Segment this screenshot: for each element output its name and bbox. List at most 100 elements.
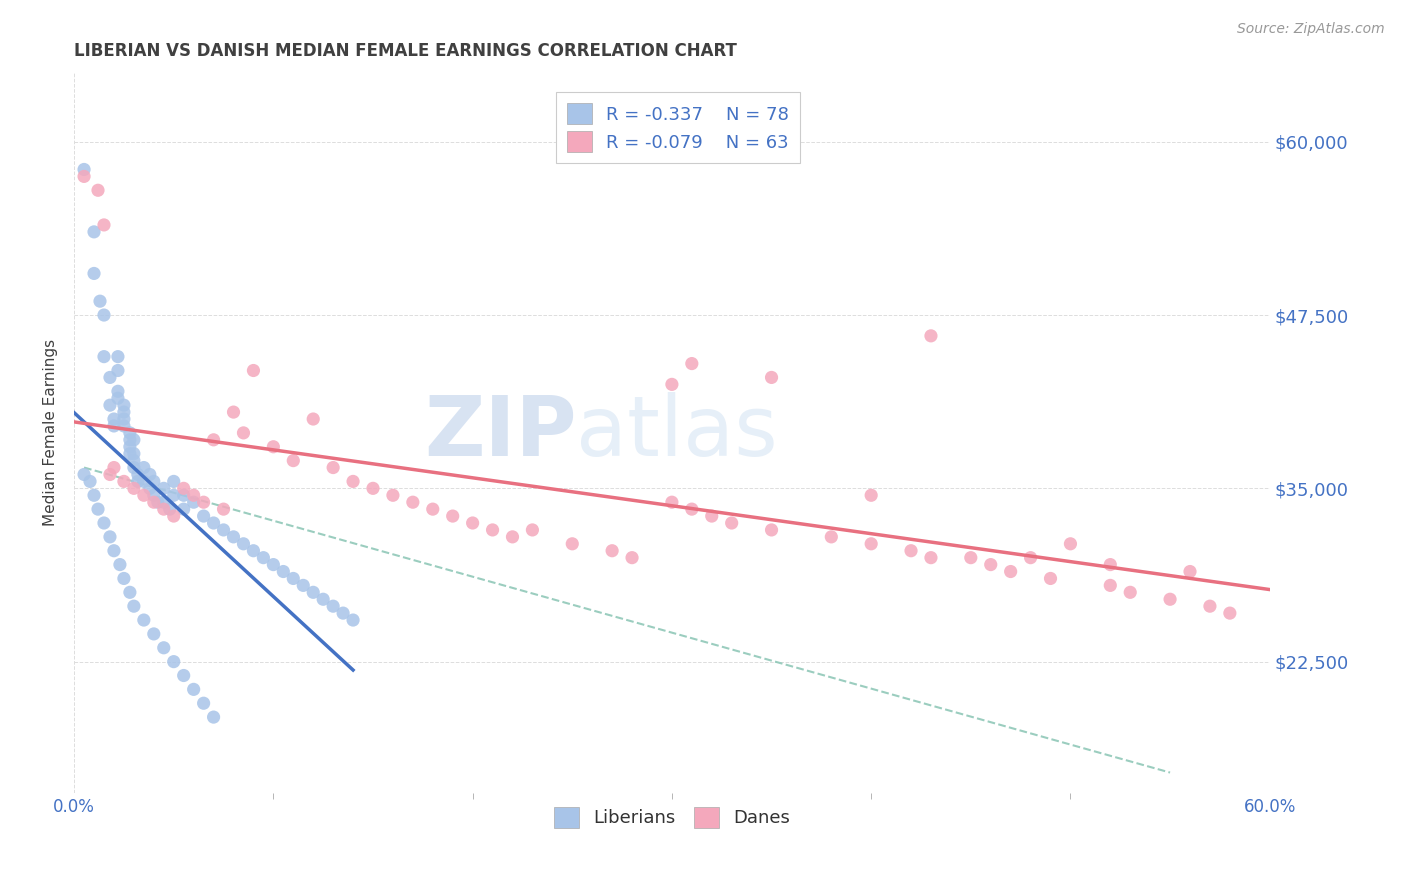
Point <box>107 391 129 405</box>
Point <box>761 523 783 537</box>
Point <box>83 267 105 281</box>
Point <box>183 488 205 502</box>
Point <box>139 467 162 482</box>
Point <box>1159 592 1181 607</box>
Text: LIBERIAN VS DANISH MEDIAN FEMALE EARNINGS CORRELATION CHART: LIBERIAN VS DANISH MEDIAN FEMALE EARNING… <box>75 42 737 60</box>
Point <box>103 543 125 558</box>
Point <box>163 509 186 524</box>
Point <box>920 329 942 343</box>
Point <box>1000 565 1022 579</box>
Point <box>283 453 305 467</box>
Point <box>312 592 335 607</box>
Point <box>132 613 155 627</box>
Point <box>959 550 981 565</box>
Point <box>112 398 135 412</box>
Point <box>122 460 145 475</box>
Text: ZIP: ZIP <box>423 392 576 474</box>
Point <box>283 571 305 585</box>
Point <box>302 585 325 599</box>
Point <box>361 481 384 495</box>
Point <box>183 495 205 509</box>
Point <box>152 640 174 655</box>
Point <box>252 550 274 565</box>
Point <box>232 425 254 440</box>
Point <box>83 225 105 239</box>
Point <box>87 183 110 197</box>
Point <box>132 460 155 475</box>
Point <box>93 308 115 322</box>
Point <box>322 460 344 475</box>
Point <box>163 488 186 502</box>
Point <box>322 599 344 614</box>
Point <box>173 488 195 502</box>
Point <box>122 453 145 467</box>
Point <box>107 363 129 377</box>
Text: Source: ZipAtlas.com: Source: ZipAtlas.com <box>1237 22 1385 37</box>
Point <box>103 419 125 434</box>
Point <box>402 495 425 509</box>
Point <box>820 530 842 544</box>
Point <box>73 169 96 184</box>
Point <box>139 481 162 495</box>
Point <box>132 475 155 489</box>
Point <box>107 350 129 364</box>
Point <box>501 530 523 544</box>
Point <box>118 433 141 447</box>
Point <box>1119 585 1142 599</box>
Point <box>700 509 723 524</box>
Point <box>127 475 149 489</box>
Legend: Liberians, Danes: Liberians, Danes <box>547 799 797 835</box>
Point <box>87 502 110 516</box>
Point <box>73 162 96 177</box>
Point <box>522 523 544 537</box>
Point <box>103 412 125 426</box>
Point <box>262 440 284 454</box>
Point <box>112 475 135 489</box>
Point <box>661 495 683 509</box>
Point <box>441 509 464 524</box>
Point <box>112 571 135 585</box>
Point <box>152 502 174 516</box>
Point <box>142 627 165 641</box>
Point <box>163 655 186 669</box>
Point <box>173 481 195 495</box>
Point <box>122 599 145 614</box>
Point <box>142 495 165 509</box>
Point <box>142 475 165 489</box>
Point <box>980 558 1002 572</box>
Point <box>1099 558 1122 572</box>
Point <box>860 488 883 502</box>
Point <box>93 218 115 232</box>
Point <box>481 523 503 537</box>
Point <box>107 384 129 399</box>
Point <box>112 412 135 426</box>
Point <box>242 363 264 377</box>
Point <box>292 578 315 592</box>
Point <box>761 370 783 384</box>
Point <box>332 606 354 620</box>
Point <box>193 495 215 509</box>
Point <box>1219 606 1241 620</box>
Point <box>118 425 141 440</box>
Point <box>202 516 225 530</box>
Point <box>1178 565 1201 579</box>
Point <box>103 460 125 475</box>
Point <box>98 467 121 482</box>
Point <box>681 502 703 516</box>
Point <box>98 530 121 544</box>
Point <box>222 530 245 544</box>
Point <box>1039 571 1062 585</box>
Point <box>212 502 235 516</box>
Point <box>273 565 295 579</box>
Point <box>212 523 235 537</box>
Point <box>89 294 111 309</box>
Point <box>222 405 245 419</box>
Point <box>118 440 141 454</box>
Point <box>83 488 105 502</box>
Point <box>193 696 215 710</box>
Point <box>108 558 131 572</box>
Point <box>1199 599 1222 614</box>
Point <box>173 502 195 516</box>
Point <box>98 370 121 384</box>
Point <box>93 350 115 364</box>
